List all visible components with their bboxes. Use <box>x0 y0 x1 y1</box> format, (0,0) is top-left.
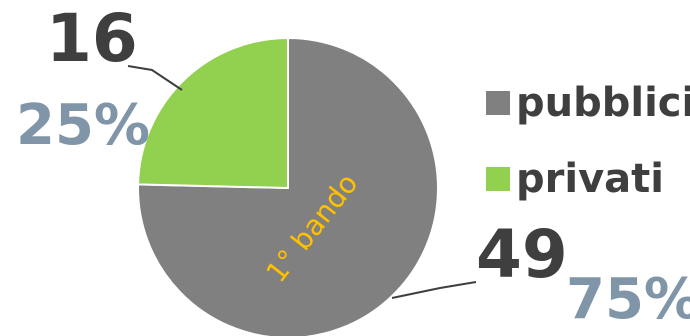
data-label-pubblici-percent: 75% <box>566 267 690 332</box>
legend-item-privati: privati <box>486 156 690 202</box>
pie-slice-privati <box>137 36 289 190</box>
data-label-privati-percent: 25% <box>16 93 151 158</box>
leader-line-pubblici <box>391 281 477 299</box>
legend-item-pubblici: pubblici <box>486 80 690 126</box>
legend-label-pubblici: pubblici <box>516 80 690 126</box>
legend-swatch-privati <box>486 167 510 191</box>
legend: pubblici privati <box>486 80 690 232</box>
leader-line-privati <box>127 65 183 91</box>
legend-label-privati: privati <box>516 156 664 202</box>
data-label-privati-count: 16 <box>46 0 138 77</box>
data-label-pubblici-count: 49 <box>476 216 568 293</box>
legend-swatch-pubblici <box>486 91 510 115</box>
